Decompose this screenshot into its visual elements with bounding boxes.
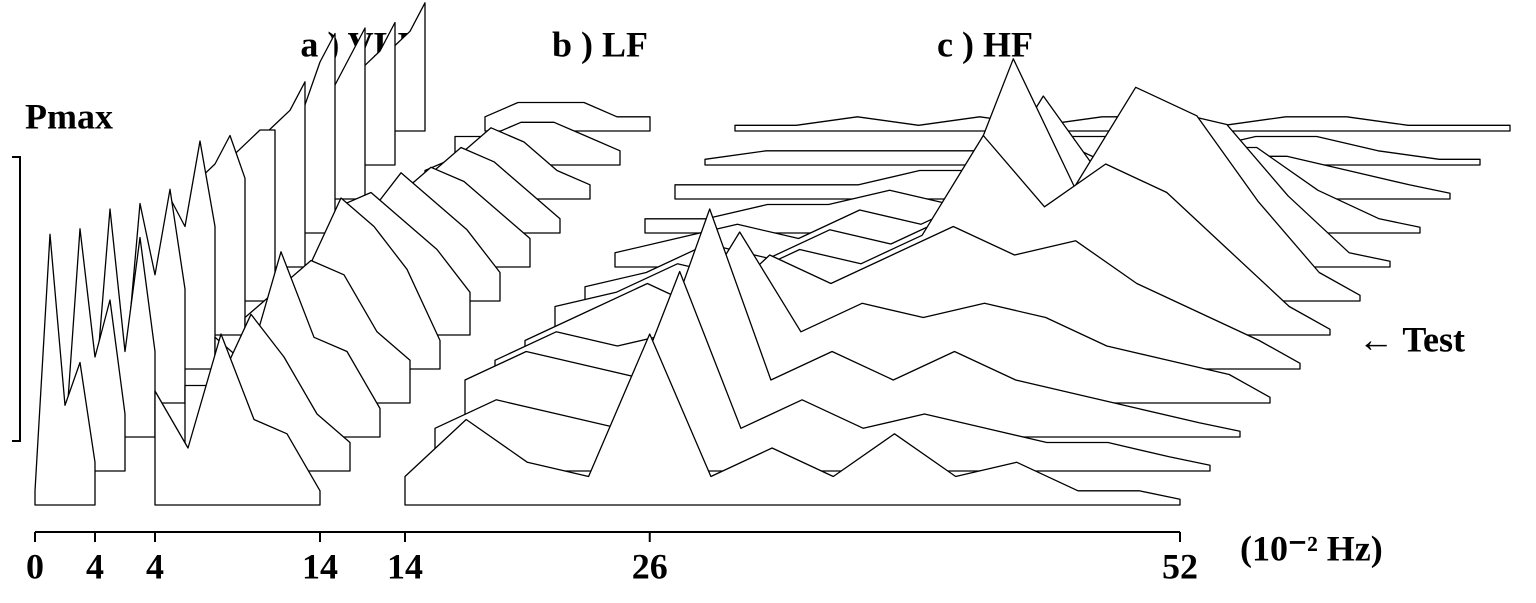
panel-title: c ) HF: [937, 24, 1033, 64]
x-tick-label: 4: [146, 546, 164, 586]
x-tick-label: 14: [302, 546, 338, 586]
pmax-bracket: [12, 156, 21, 442]
y-label: Pmax: [25, 96, 113, 136]
annotation: ← Test: [1358, 319, 1465, 359]
spectrum-trace: [34, 233, 96, 506]
x-tick-label: 52: [1162, 546, 1198, 586]
x-label: (10⁻² Hz): [1240, 528, 1383, 568]
x-tick-label: 4: [86, 546, 104, 586]
x-tick-label: 14: [387, 546, 423, 586]
spectrum-trace: [404, 333, 1181, 506]
panel-title: b ) LF: [552, 24, 648, 64]
spectrum-trace: [154, 333, 321, 506]
x-tick-label: 26: [632, 546, 668, 586]
x-tick-label: 0: [26, 546, 44, 586]
